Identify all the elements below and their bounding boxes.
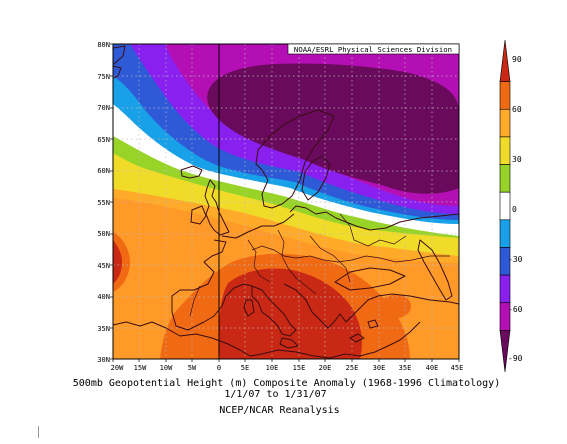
lon-label: 5E: [241, 364, 249, 372]
colorbar-arrow-top: [499, 39, 511, 82]
coast-sardinia: [243, 299, 255, 317]
coast-france-iberia: [171, 239, 253, 331]
lat-label: 50N: [97, 230, 110, 238]
coast-crete: [349, 333, 365, 343]
contour-band-red-west: [113, 240, 122, 284]
contour-band-darkorange-east: [378, 294, 411, 319]
lat-label: 75N: [97, 73, 110, 81]
coast-scandinavia: [255, 109, 335, 209]
colorbar-tick-label: -60: [508, 305, 523, 314]
figure-caption-dates: 1/1/07 to 1/31/07: [224, 389, 327, 400]
coast-black-sea: [334, 267, 406, 291]
coast-sicily: [279, 337, 299, 349]
lat-label: 30N: [97, 356, 110, 364]
contour-band-darkpurple: [207, 63, 459, 194]
border-baltics: [339, 213, 407, 247]
latitude-labels: 80N 75N 70N 65N 60N 55N 50N 45N 40N 35N …: [97, 41, 110, 364]
lon-label: 10E: [266, 364, 279, 372]
coast-north-sea: [221, 213, 295, 239]
lat-label: 55N: [97, 199, 110, 207]
lon-label: 5W: [188, 364, 197, 372]
colorbar-segment: [499, 219, 511, 248]
colorbar-segment: [499, 108, 511, 138]
lon-label: 25E: [346, 364, 359, 372]
text-cursor-mark: [38, 426, 39, 438]
lon-label: 40E: [426, 364, 439, 372]
lat-label: 70N: [97, 104, 110, 112]
lon-label: 20W: [111, 364, 124, 372]
colorbar-arrow-bottom: [499, 330, 511, 373]
coast-cyprus: [367, 319, 379, 329]
lon-label: 15W: [134, 364, 147, 372]
colorbar-segment: [499, 136, 511, 165]
colorbar-tick-label: 30: [512, 155, 522, 164]
colorbar-segment: [499, 164, 511, 193]
country-borders: [189, 213, 450, 317]
border-central-europe: [251, 245, 450, 263]
latitude-ticks: [110, 43, 113, 360]
colorbar-tick-label: 60: [512, 105, 522, 114]
colorbar-tick-label: 90: [512, 55, 522, 64]
coast-gulf-of-bothnia: [301, 155, 331, 201]
colorbar-tick-label: -30: [508, 255, 523, 264]
lat-label: 40N: [97, 293, 110, 301]
lon-label: 15E: [293, 364, 306, 372]
map-gridlines: [113, 44, 459, 359]
colorbar-labels: 90 60 30 0 -30 -60 -90: [508, 55, 523, 363]
figure-caption-source: NCEP/NCAR Reanalysis: [219, 405, 340, 416]
coast-iceland: [180, 165, 203, 179]
coast-north-africa: [113, 321, 421, 359]
lon-label: 35E: [399, 364, 412, 372]
coast-greenland: [113, 45, 126, 65]
border-france-germany: [247, 239, 271, 283]
coast-balkans-turkey: [283, 283, 459, 329]
border-spain-portugal: [189, 285, 201, 317]
colorbar: [499, 39, 511, 373]
colorbar-segment: [499, 81, 511, 110]
border-poland-ukraine: [309, 235, 351, 283]
lat-label: 60N: [97, 167, 110, 175]
longitude-ticks: [112, 359, 460, 362]
coastlines: [113, 45, 459, 359]
coast-greenland-south: [113, 65, 122, 79]
coast-ireland: [190, 205, 207, 225]
anomaly-field: [113, 44, 459, 359]
colorbar-tick-label: 0: [512, 205, 517, 214]
contour-band-red-med: [218, 268, 362, 359]
coast-great-britain: [204, 179, 230, 236]
credit-text: NOAA/ESRL Physical Sciences Division: [294, 45, 452, 54]
lat-label: 45N: [97, 262, 110, 270]
lat-label: 65N: [97, 136, 110, 144]
colorbar-segment: [499, 274, 511, 304]
map-frame: [112, 43, 460, 360]
lat-label: 80N: [97, 41, 110, 49]
longitude-labels: 20W 15W 10W 5W 0 5E 10E 15E 20E 25E 30E …: [111, 364, 464, 372]
lat-label: 35N: [97, 325, 110, 333]
lon-label: 30E: [373, 364, 386, 372]
border-germany-poland: [277, 229, 317, 295]
lon-label: 10W: [160, 364, 173, 372]
coast-italy: [251, 285, 297, 337]
lon-label: 0: [217, 364, 221, 372]
figure-caption-title: 500mb Geopotential Height (m) Composite …: [72, 378, 501, 389]
credit-box: [287, 43, 460, 55]
coast-baltic-north: [289, 205, 459, 231]
colorbar-segment: [499, 191, 511, 221]
lon-label: 20E: [319, 364, 332, 372]
lon-label: 45E: [451, 364, 464, 372]
colorbar-tick-label: -90: [508, 354, 523, 363]
